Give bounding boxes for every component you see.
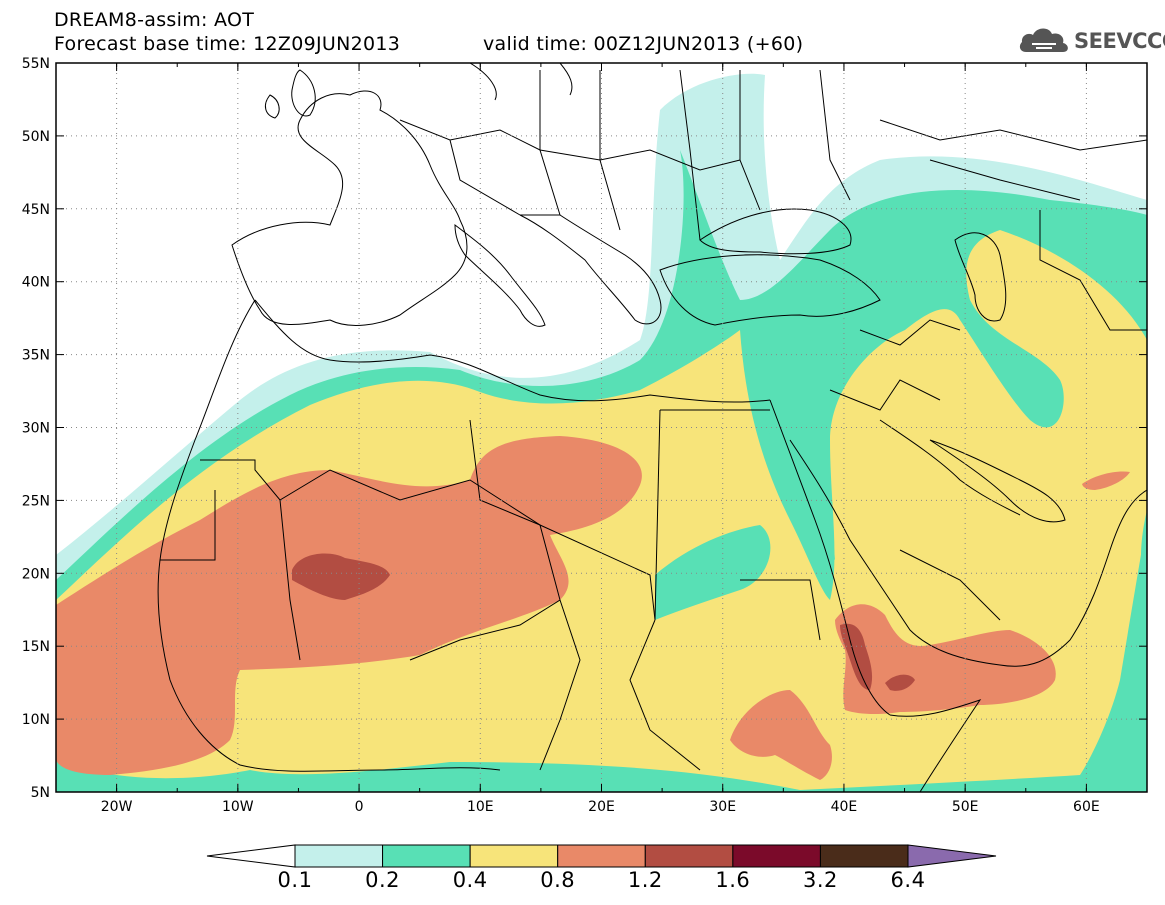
colorbar-level-label: 0.2 xyxy=(365,868,401,892)
colorbar-level-label: 0.4 xyxy=(452,868,488,892)
colorbar-level-label: 0.8 xyxy=(540,868,576,892)
valid-time: valid time: 00Z12JUN2013 (+60) xyxy=(483,33,804,55)
lon-tick-label: 40E xyxy=(831,799,858,815)
lon-tick-label: 30E xyxy=(709,799,736,815)
aot-area-0.8-ethiopia xyxy=(730,690,832,780)
colorbar-low-arrow xyxy=(206,844,296,868)
colorbar-level-label: 0.1 xyxy=(277,868,313,892)
lat-tick-label: 40N xyxy=(22,275,50,291)
lat-tick-label: 25N xyxy=(22,493,50,509)
axis-ticks: 20W 10W 0 10E 20E 30E 40E 50E 60E 5N 10N 15N 20N 25N 3… xyxy=(22,56,1148,815)
colorbar-level-label: 6.4 xyxy=(890,868,926,892)
colorbar-box xyxy=(382,844,471,868)
lat-tick-label: 50N xyxy=(22,129,50,145)
grid-lines xyxy=(56,63,1147,792)
lon-tick-label: 20E xyxy=(588,799,615,815)
colorbar-level-label: 1.6 xyxy=(715,868,751,892)
colorbar xyxy=(206,844,997,868)
lat-tick-label: 30N xyxy=(22,421,50,437)
logo-text: SEEVCCC xyxy=(1074,29,1165,53)
aot-area-0.2-sudan xyxy=(655,525,771,620)
aot-area-0.2-nile xyxy=(740,327,880,560)
lon-tick-label: 0 xyxy=(355,799,364,815)
lat-tick-label: 10N xyxy=(22,712,50,728)
colorbar-box xyxy=(557,844,646,868)
aot-area-0.2-east xyxy=(1140,510,1147,590)
colorbar-box xyxy=(294,844,384,868)
cloud-icon xyxy=(1019,28,1068,52)
aot-area-0.8-sahara xyxy=(56,436,642,775)
lat-tick-label: 35N xyxy=(22,348,50,364)
lat-tick-label: 15N xyxy=(22,639,50,655)
aot-area-0.8-iran xyxy=(1082,471,1130,490)
lon-tick-label: 10E xyxy=(467,799,494,815)
aot-area-1.2-sahara xyxy=(292,553,390,600)
lat-tick-label: 45N xyxy=(22,202,50,218)
colorbar-box xyxy=(819,844,909,868)
colorbar-box xyxy=(732,844,821,868)
aot-area-1.2-yemen xyxy=(885,674,915,691)
lon-tick-label: 60E xyxy=(1073,799,1100,815)
aot-area-1.2-red-sea xyxy=(840,623,873,690)
lon-tick-label: 10W xyxy=(222,799,254,815)
map-title: DREAM8-assim: AOT xyxy=(54,9,255,31)
colorbar-box xyxy=(644,844,734,868)
forecast-base-time: Forecast base time: 12Z09JUN2013 xyxy=(54,33,401,55)
lat-tick-label: 5N xyxy=(31,785,50,801)
aot-area-0.2-south xyxy=(220,769,450,790)
colorbar-high-arrow xyxy=(907,844,997,868)
coastlines xyxy=(157,63,1147,792)
colorbar-level-label: 1.2 xyxy=(627,868,663,892)
lon-tick-label: 20W xyxy=(101,799,133,815)
seevccc-logo: SEEVCCC xyxy=(1018,22,1165,58)
lat-tick-label: 55N xyxy=(22,56,50,72)
lon-tick-label: 50E xyxy=(952,799,979,815)
colorbar-box xyxy=(469,844,559,868)
lat-tick-label: 20N xyxy=(22,566,50,582)
colorbar-level-label: 3.2 xyxy=(802,868,838,892)
